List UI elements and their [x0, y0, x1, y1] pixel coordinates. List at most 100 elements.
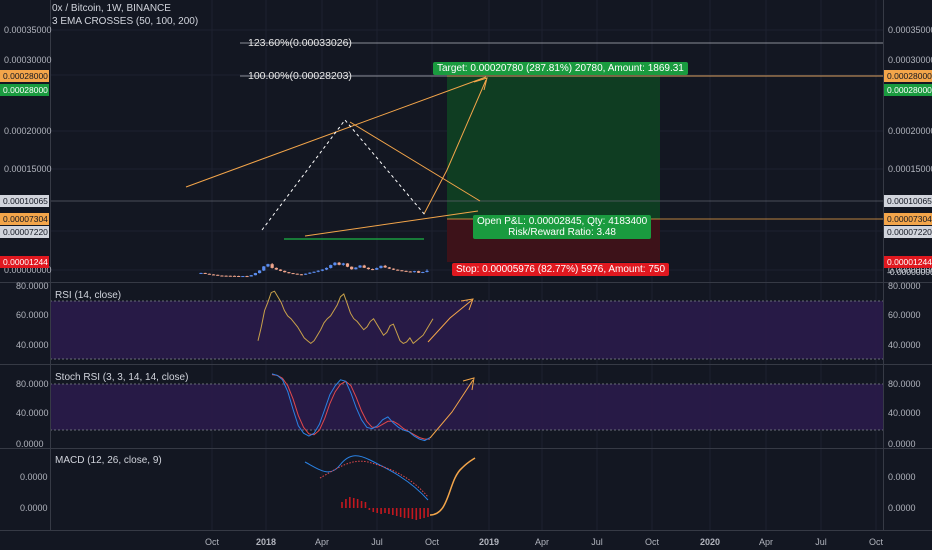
candle-body-42	[375, 268, 379, 270]
candle-body-47	[396, 269, 400, 271]
macd-tick-left-1: 0.0000	[20, 503, 48, 513]
x-tick-5: 2019	[479, 537, 499, 547]
right-badge-3: 0.00007304	[887, 214, 932, 224]
candle-body-41	[370, 269, 375, 271]
left-badge-5: 0.00001244	[3, 257, 48, 267]
rsi-tick-left-1: 60.0000	[16, 310, 49, 320]
candle-body-34	[341, 263, 345, 265]
candle-body-54	[425, 270, 429, 272]
price-tick-left-4: 0.00000000	[4, 265, 52, 275]
candle-body-30	[324, 267, 329, 270]
macd-hist-bar-20	[419, 508, 421, 519]
candle-body-40	[366, 267, 371, 270]
candle-body-35	[345, 263, 350, 267]
candle-body-33	[337, 262, 341, 265]
right-badge-bg-4	[884, 226, 932, 238]
stoch-k-line	[271, 373, 431, 442]
stoch-tick-right-2: 0.0000	[888, 439, 916, 449]
macd-hist-bar-9	[376, 508, 378, 513]
candle-body-53	[421, 271, 425, 273]
x-tick-7: Jul	[591, 537, 603, 547]
right-badge-bg-2	[884, 195, 932, 207]
x-tick-10: Apr	[759, 537, 773, 547]
macd-hist-bar-5	[360, 501, 363, 508]
price-tick-right-1: 0.00030000	[888, 55, 932, 65]
candle-body-14	[257, 270, 262, 274]
x-tick-3: Jul	[371, 537, 383, 547]
macd-tick-right-1: 0.0000	[888, 503, 916, 513]
left-badge-bg-2	[0, 195, 49, 207]
x-tick-4: Oct	[425, 537, 440, 547]
x-tick-0: Oct	[205, 537, 220, 547]
candle-body-51	[412, 271, 417, 273]
candle-body-37	[354, 267, 358, 270]
indicator-series	[257, 290, 476, 520]
left-badge-0: 0.00028000	[3, 71, 48, 81]
candle-body-10	[241, 276, 245, 278]
price-tick-right-0: 0.00035000	[888, 25, 932, 35]
macd-tick-left-0: 0.0000	[20, 472, 48, 482]
candle-body-8	[232, 275, 237, 277]
rsi-tick-left-0: 80.0000	[16, 281, 49, 291]
macd-hist-bar-16	[403, 508, 406, 518]
pnl-label: Open P&L: 0.00002845, Qty: 4183400 Risk/…	[473, 215, 652, 239]
stoch-arrow	[429, 379, 474, 439]
x-tick-9: 2020	[700, 537, 720, 547]
candle-body-23	[295, 273, 299, 275]
candle-body-28	[316, 270, 320, 272]
candle-body-7	[228, 275, 232, 277]
macd-label: MACD (12, 26, close, 9)	[55, 455, 162, 466]
x-tick-8: Oct	[645, 537, 660, 547]
price-tick-left-2: 0.00020000	[4, 126, 52, 136]
candle-body-6	[224, 275, 228, 277]
macd-hist-bar-10	[380, 508, 382, 514]
candle-body-27	[312, 271, 316, 273]
left-badge-bg-0	[0, 70, 49, 82]
candle-body-4	[216, 274, 220, 276]
macd-hist-bar-14	[395, 508, 398, 516]
macd-hist-bar-13	[392, 508, 394, 515]
rsi-tick-right-0: 80.0000	[888, 281, 921, 291]
macd-hist-bar-3	[352, 498, 355, 508]
stoch-band	[50, 384, 883, 430]
macd-hist-bar-0	[341, 502, 343, 508]
price-tick-right-3: 0.00015000	[888, 164, 932, 174]
candle-body-15	[262, 266, 266, 271]
stoch-tick-left-0: 80.0000	[16, 379, 49, 389]
stoch-label: Stoch RSI (3, 3, 14, 14, close)	[55, 372, 189, 383]
right-badge-2: 0.00010065	[887, 196, 932, 206]
macd-hist-bar-17	[407, 508, 410, 518]
macd-hist-bar-21	[423, 508, 425, 518]
candle-body-3	[211, 274, 216, 276]
left-badge-3: 0.00007304	[3, 214, 48, 224]
candle-body-45	[387, 267, 391, 269]
stoch-arrowhead	[462, 377, 475, 391]
macd-hist-bar-7	[368, 508, 371, 510]
candle-body-39	[362, 265, 366, 268]
rsi-label: RSI (14, close)	[55, 290, 122, 301]
lower-trendline	[304, 210, 479, 237]
stoch-d-line	[271, 374, 430, 440]
pnl-line-1: Open P&L: 0.00002845, Qty: 4183400	[477, 216, 648, 227]
indicator-panes	[50, 300, 883, 431]
right-badge-bg-0	[884, 70, 932, 82]
left-badge-bg-3	[0, 213, 49, 225]
candle-body-49	[404, 270, 408, 272]
macd-hist-bar-15	[399, 508, 402, 517]
price-tick-left-3: 0.00015000	[4, 164, 52, 174]
fib-100-label: 100.00%(0.00028203)	[248, 70, 352, 82]
rsi-arrowhead	[460, 298, 474, 311]
candle-body-24	[299, 274, 304, 276]
candle-body-32	[333, 262, 337, 266]
x-tick-2: Apr	[315, 537, 329, 547]
candle-body-11	[245, 276, 249, 278]
rsi-tick-right-1: 60.0000	[888, 310, 921, 320]
stoch-tick-right-0: 80.0000	[888, 379, 921, 389]
pnl-line-2: Risk/Reward Ratio: 3.48	[508, 227, 616, 238]
stoch-tick-left-1: 40.0000	[16, 408, 49, 418]
fib-1236-label: 123.60%(0.00033026)	[248, 37, 352, 49]
right-badge-0: 0.00028000	[887, 71, 932, 81]
right-badge-bg-1	[884, 84, 932, 96]
macd-hist-bar-6	[364, 502, 367, 508]
